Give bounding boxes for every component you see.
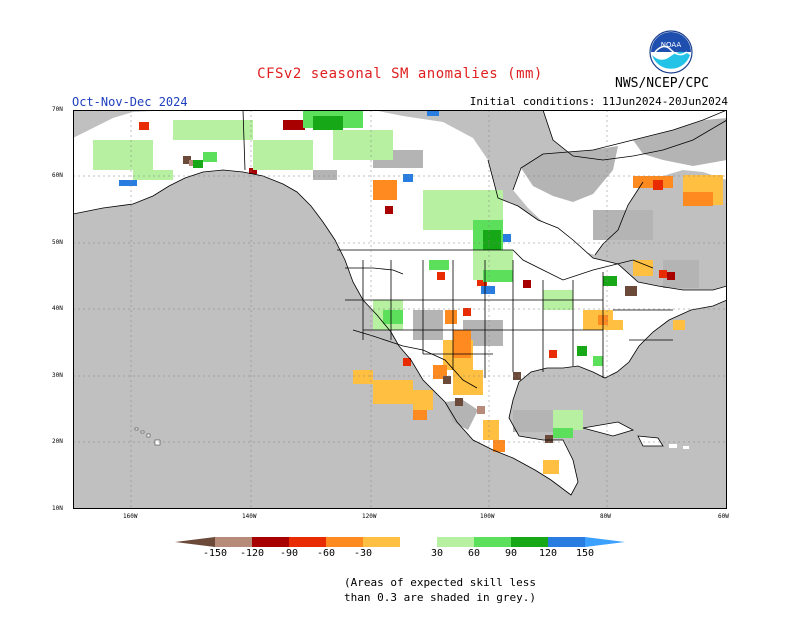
soil-moisture-map	[73, 110, 727, 509]
legend-swatch	[511, 537, 548, 547]
legend-swatch	[326, 537, 363, 547]
coastlines	[73, 110, 727, 496]
lon-label-160w: 160W	[123, 513, 138, 520]
lon-label-140w: 140W	[242, 513, 257, 520]
legend-label: 60	[467, 548, 481, 559]
legend-swatch	[400, 537, 437, 547]
lat-label-60n: 60N	[52, 172, 63, 179]
legend-swatch	[252, 537, 289, 547]
graticule	[73, 110, 727, 509]
season-label: Oct-Nov-Dec 2024	[72, 95, 188, 109]
legend-swatch	[437, 537, 474, 547]
legend-label: -90	[279, 548, 299, 559]
legend-arrow-right	[585, 537, 625, 547]
legend-label: -120	[239, 548, 265, 559]
lat-label-20n: 20N	[52, 438, 63, 445]
skill-note-line1: (Areas of expected skill less	[343, 576, 537, 589]
skill-note: (Areas of expected skill less than 0.3 a…	[0, 575, 800, 605]
legend-swatch	[548, 537, 585, 547]
legend-swatch	[215, 537, 252, 547]
skill-note-line2: than 0.3 are shaded in grey.)	[343, 591, 537, 604]
legend-labels: -150 -120 -90 -60 -30 30 60 90 120 150	[175, 548, 625, 562]
lat-label-70n: 70N	[52, 106, 63, 113]
caribbean-islands	[583, 422, 689, 449]
legend-label: 120	[538, 548, 558, 559]
legend-swatch	[474, 537, 511, 547]
lon-label-120w: 120W	[362, 513, 377, 520]
logo-text: NOAA	[661, 41, 682, 49]
legend-swatch	[363, 537, 400, 547]
hawaii-islands	[134, 427, 161, 446]
political-borders	[242, 110, 673, 389]
map-frame	[73, 110, 727, 509]
map-title: CFSv2 seasonal SM anomalies (mm)	[257, 66, 543, 82]
legend-label: -30	[353, 548, 373, 559]
noaa-logo: NOAA	[649, 30, 693, 74]
wet-anomaly-cells	[93, 110, 617, 438]
legend-label: 150	[575, 548, 595, 559]
legend-swatch	[289, 537, 326, 547]
legend-label: -60	[316, 548, 336, 559]
legend-arrow-left	[175, 537, 215, 547]
lon-label-80w: 80W	[600, 513, 611, 520]
greenland	[543, 110, 727, 160]
lon-label-100w: 100W	[480, 513, 495, 520]
agency-label: NWS/NCEP/CPC	[615, 76, 709, 91]
lat-label-10n: 10N	[52, 505, 63, 512]
legend-colorbar	[175, 537, 625, 547]
lat-label-40n: 40N	[52, 305, 63, 312]
initial-conditions-label: Initial conditions: 11Jun2024-20Jun2024	[469, 95, 728, 108]
legend-label: 30	[430, 548, 444, 559]
legend-label: 90	[504, 548, 518, 559]
legend-label: -150	[202, 548, 228, 559]
lon-label-60w: 60W	[718, 513, 729, 520]
lat-label-50n: 50N	[52, 239, 63, 246]
lat-label-30n: 30N	[52, 372, 63, 379]
